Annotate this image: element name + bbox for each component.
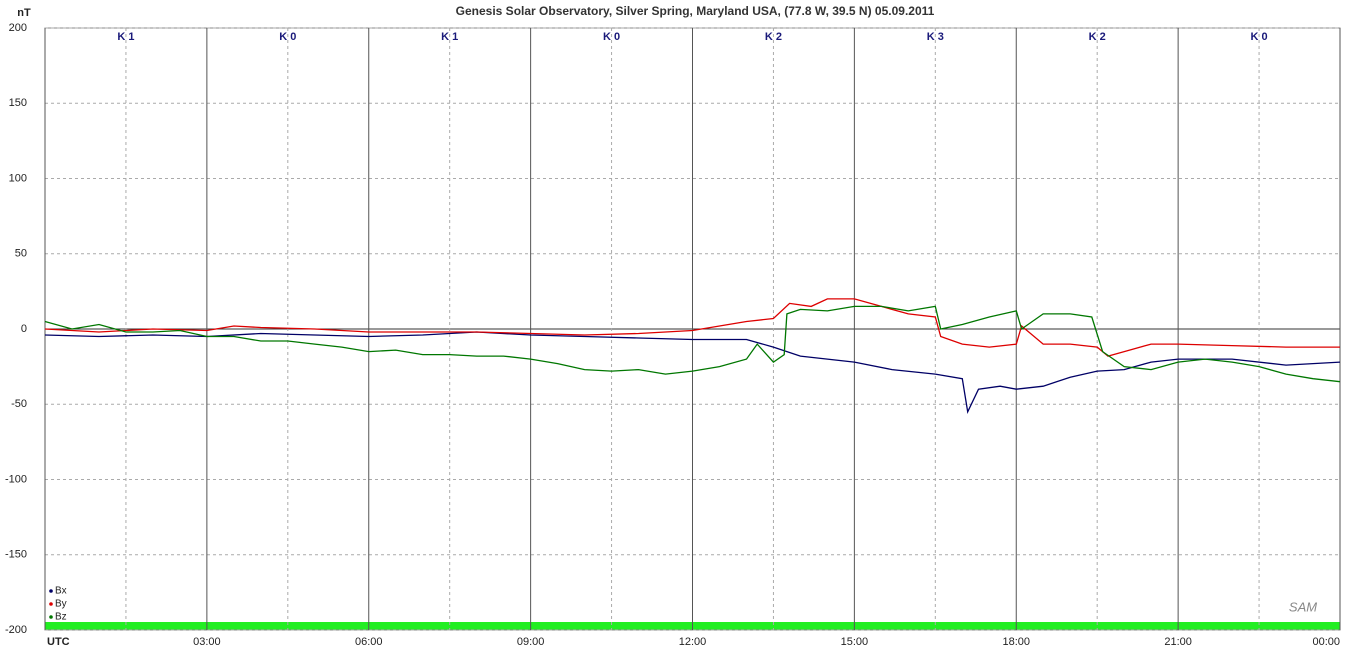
y-tick-label: -150 <box>5 549 27 561</box>
data-line <box>44 331 1341 414</box>
y-tick-label: 100 <box>9 172 27 184</box>
x-tick-label: UTC <box>47 636 70 648</box>
legend-label: By <box>55 599 67 610</box>
y-tick-label: 150 <box>9 97 27 109</box>
x-tick-label: 09:00 <box>517 636 545 648</box>
x-tick-label: 15:00 <box>841 636 869 648</box>
k-index-label: K 0 <box>279 31 296 43</box>
data-line <box>44 305 1341 383</box>
x-tick-label: 21:00 <box>1164 636 1192 648</box>
y-tick-label: -100 <box>5 473 27 485</box>
k-index-label: K 0 <box>603 31 620 43</box>
k-index-label: K 2 <box>1089 31 1106 43</box>
y-tick-label: 0 <box>21 323 27 335</box>
x-tick-label: 00:00 <box>1312 636 1340 648</box>
legend-marker <box>49 589 53 593</box>
logo: SAM <box>1289 599 1317 614</box>
chart-title: Genesis Solar Observatory, Silver Spring… <box>456 4 935 18</box>
k-index-label: K 3 <box>927 31 944 43</box>
y-tick-label: -50 <box>11 398 27 410</box>
legend-label: Bx <box>55 586 67 597</box>
y-tick-label: 200 <box>9 22 27 34</box>
k-index-label: K 0 <box>1251 31 1268 43</box>
x-tick-label: 12:00 <box>679 636 707 648</box>
legend-marker <box>49 615 53 619</box>
legend-marker <box>49 602 53 606</box>
y-tick-label: -200 <box>5 624 27 636</box>
k-index-label: K 1 <box>117 31 134 43</box>
legend-label: Bz <box>55 612 67 623</box>
x-tick-label: 18:00 <box>1002 636 1030 648</box>
x-tick-label: 03:00 <box>193 636 221 648</box>
k-index-label: K 1 <box>441 31 458 43</box>
y-axis-label: nT <box>17 7 31 19</box>
k-index-label: K 2 <box>765 31 782 43</box>
x-tick-label: 06:00 <box>355 636 383 648</box>
y-tick-label: 50 <box>15 248 27 260</box>
